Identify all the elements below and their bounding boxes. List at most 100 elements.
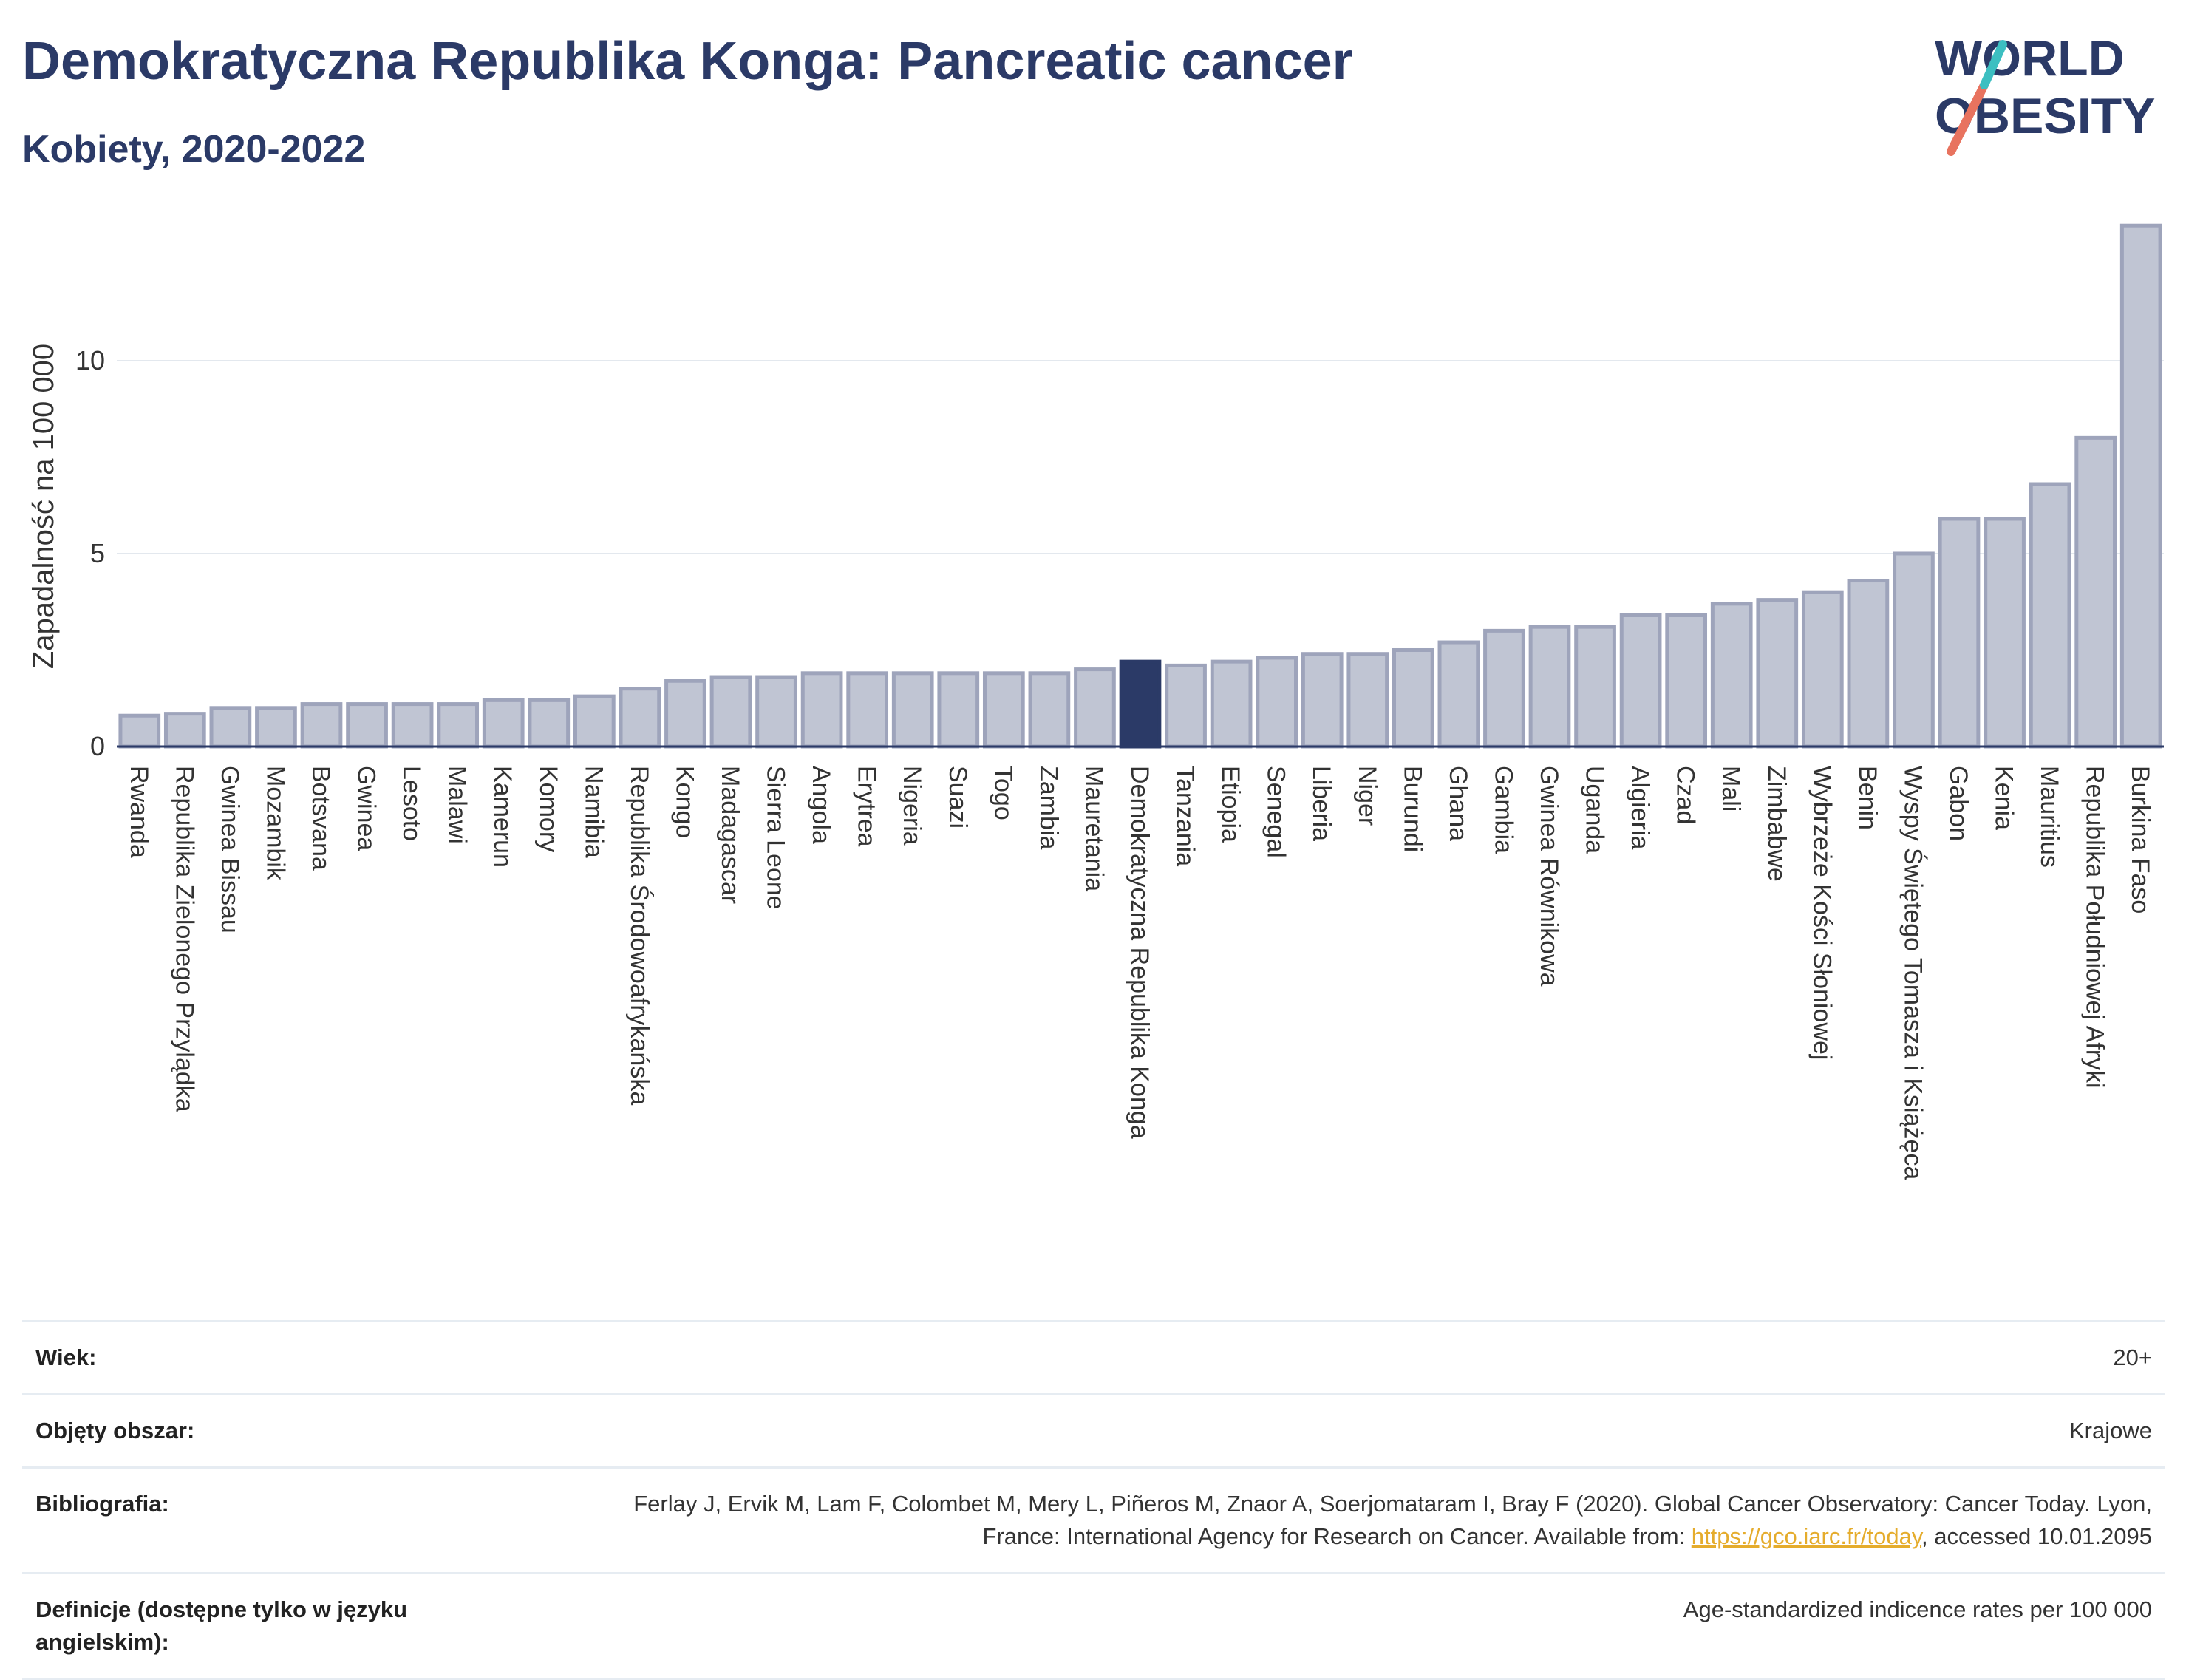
x-tick-label: Gwinea Równikowa [1535,766,1563,987]
grid-lines [117,359,2164,554]
y-tick-label: 5 [90,538,105,568]
bibliography-text: Ferlay J, Ervik M, Lam F, Colombet M, Me… [633,1491,2152,1549]
bar-chart: 0 5 10 Rwanda Republika Zielonego Przylądka… [27,223,2164,1180]
definitions-label: Definicje (dostępne tylko w języku angie… [35,1596,408,1655]
x-tick-label: Ghana [1444,766,1472,841]
x-tick-label: Malawi [443,766,471,844]
x-tick-label: Senegal [1262,766,1290,858]
x-tick-label: Angola [807,766,835,844]
bibliography-link[interactable]: https://gco.iarc.fr/today [1691,1523,1922,1549]
bar [2029,482,2071,749]
bar [755,675,797,749]
x-axis-ticks: Rwanda Republika Zielonego Przylądka Gwine… [125,766,2154,1180]
bar [982,671,1025,749]
x-tick-label: Madagascar [716,766,744,904]
x-tick-label: Zimbabwe [1763,766,1791,882]
bibliography-accessed: , accessed 10.01.2095 [1921,1523,2152,1549]
x-tick-label: Uganda [1581,766,1609,854]
bar [528,698,571,749]
info-row-coverage: Objęty obszar: Krajowe [22,1393,2165,1466]
x-tick-label: Mozambik [261,766,289,881]
coverage-label: Objęty obszar: [35,1418,195,1443]
definitions-value: Age-standardized indicence rates per 100… [1683,1596,2152,1622]
bar [255,706,297,749]
bar [1256,656,1298,749]
bar [1301,652,1344,749]
bar [1437,640,1480,749]
bar [937,671,980,749]
bar [1528,625,1571,749]
y-axis-label: Zapadalność na 100 000 [27,344,60,669]
bar [118,713,161,749]
x-tick-label: Mali [1717,766,1745,812]
bar [2074,435,2117,749]
bar [1619,613,1662,749]
bar [163,712,206,749]
x-tick-label: Etiopia [1216,766,1244,843]
x-tick-label: Gwinea [353,766,381,851]
y-tick-label: 0 [90,731,105,761]
age-label: Wiek: [35,1344,97,1370]
bar [391,702,434,749]
bar [1893,551,1935,749]
bar [1074,667,1116,749]
x-tick-label: Komory [534,766,562,852]
y-tick-label: 10 [75,345,105,375]
x-tick-label: Kenia [1990,766,2018,830]
x-tick-label: Mauretania [1080,766,1108,891]
world-obesity-logo: WORLD OBESITY [1935,30,2156,156]
logo-line-1: WORLD [1935,30,2125,86]
page-subtitle: Kobiety, 2020-2022 [22,128,366,171]
bar [1665,613,1708,749]
bar [1756,598,1799,749]
x-tick-label: Algieria [1626,766,1654,849]
y-axis-ticks: 0 5 10 [75,345,105,761]
bar [437,702,480,749]
bar [1165,663,1207,749]
x-tick-label: Mauritius [2035,766,2063,868]
bar [1847,579,1890,749]
x-tick-label: Republika Południowej Afryki [2081,766,2109,1089]
bar [300,702,343,749]
x-tick-label: Suazi [944,766,972,829]
bibliography-value: Ferlay J, Ervik M, Lam F, Colombet M, Me… [585,1488,2152,1553]
x-tick-label: Kongo [670,766,698,838]
bar [846,671,889,749]
bar [1574,625,1616,749]
x-tick-label: Botsvana [307,766,335,871]
coverage-value: Krajowe [2069,1418,2152,1443]
bar [482,698,525,749]
bar [2119,223,2162,749]
x-tick-label: Togo [989,766,1017,820]
bar [1801,590,1844,749]
x-tick-label: Demokratyczna Republika Konga [1126,766,1154,1139]
bar [709,675,752,749]
x-tick-label: Wyspy Świętego Tomasza i Książęca [1899,766,1927,1180]
x-tick-label: Republika Środowoafrykańska [625,766,654,1105]
info-row-bibliography: Bibliografia: Ferlay J, Ervik M, Lam F, … [22,1466,2165,1572]
x-tick-label: Czad [1672,766,1700,824]
x-tick-label: Zambia [1035,766,1063,849]
bar [1938,517,1981,749]
x-tick-label: Lesoto [398,766,426,841]
x-tick-label: Namibia [579,766,607,858]
bar [1210,659,1253,749]
bars [118,223,2162,749]
bar [1483,628,1525,749]
x-tick-label: Gabon [1944,766,1972,841]
logo-slash-red [1947,81,1989,156]
bar [619,687,661,749]
x-tick-label: Liberia [1307,766,1335,841]
x-tick-label: Niger [1353,766,1381,826]
x-tick-label: Nigeria [898,766,926,846]
x-tick-label: Republika Zielonego Przylądka [170,766,198,1112]
bar [664,679,706,749]
x-tick-label: Tanzania [1171,766,1199,866]
bibliography-label: Bibliografia: [35,1491,169,1517]
bar [1028,671,1071,749]
x-tick-label: Gwinea Bissau [216,766,244,933]
bar [1984,517,2026,749]
bar [1710,602,1753,749]
x-tick-label: Burkina Faso [2126,766,2154,914]
x-tick-label: Wybrzeże Kości Słoniowej [1808,766,1836,1060]
